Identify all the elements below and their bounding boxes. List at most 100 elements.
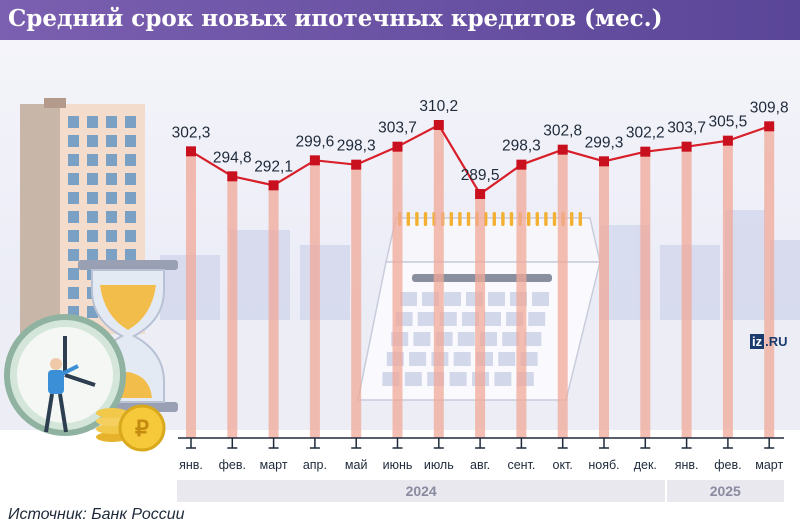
x-tick-label: нояб.	[588, 458, 619, 472]
data-point	[516, 159, 527, 170]
clock-icon	[4, 314, 126, 436]
calendar-ring	[570, 212, 574, 226]
building-window	[87, 173, 98, 185]
calendar-ring	[552, 212, 557, 226]
data-label: 302,2	[626, 125, 665, 142]
x-axis-tick-labels: янв. фев. март апр. май июнь июль авг. сент. окт.…	[179, 458, 783, 472]
building-window	[68, 192, 79, 204]
x-tick-label: март	[260, 458, 288, 472]
calendar-cell	[404, 372, 422, 386]
building-window	[68, 249, 79, 261]
value-column	[309, 160, 320, 439]
value-column	[475, 194, 486, 438]
building-window	[87, 135, 98, 147]
data-label: 302,8	[543, 123, 582, 140]
building-window	[68, 306, 79, 318]
calendar-ring	[492, 212, 496, 226]
data-point	[351, 159, 362, 170]
building-window	[125, 192, 136, 204]
calendar-cell	[439, 312, 457, 326]
x-axis-ticks	[186, 438, 775, 449]
data-point	[475, 189, 486, 199]
x-tick-label: март	[755, 458, 783, 472]
building-window	[125, 211, 136, 223]
building-window	[87, 192, 98, 204]
calendar-ring	[527, 212, 531, 226]
calendar-cell	[457, 332, 475, 346]
iz-ru-logo: iz .RU	[747, 332, 791, 352]
title-bar: Средний срок новых ипотечных кредитов (м…	[0, 0, 800, 40]
building-window	[125, 154, 136, 166]
data-point	[681, 141, 692, 152]
building-window	[87, 249, 98, 261]
calendar-cell	[494, 372, 512, 386]
data-label: 303,7	[667, 120, 706, 137]
calendar-ring	[578, 212, 582, 226]
calendar-ring	[544, 212, 548, 226]
building-window	[68, 116, 79, 128]
building-window	[106, 116, 117, 128]
x-tick-label: фев.	[219, 458, 246, 472]
series-markers	[186, 120, 775, 199]
calendar-cell	[502, 332, 520, 346]
building-window	[125, 116, 136, 128]
x-tick-label: июль	[424, 458, 454, 472]
x-tick-label: дек.	[634, 458, 657, 472]
data-label: 289,5	[461, 167, 500, 184]
x-tick-label: фев.	[714, 458, 741, 472]
data-point	[392, 141, 403, 152]
value-column	[227, 176, 238, 439]
building-window	[106, 249, 117, 261]
value-column	[268, 185, 279, 438]
value-column	[392, 146, 403, 438]
calendar-ring	[449, 212, 453, 226]
building-window	[87, 116, 98, 128]
building-window	[68, 287, 79, 299]
svg-text:₽: ₽	[135, 416, 149, 441]
calendar-cell	[453, 352, 471, 366]
value-column	[433, 125, 444, 438]
value-column	[351, 164, 362, 438]
calendar-cell	[484, 312, 501, 326]
data-label: 298,3	[337, 138, 376, 155]
data-point	[433, 120, 444, 130]
value-column	[186, 151, 196, 439]
value-column	[557, 149, 568, 438]
building-window	[106, 154, 117, 166]
value-column	[681, 146, 692, 438]
background-illustration: ₽	[0, 40, 800, 452]
calendar-ring	[423, 212, 428, 226]
source-note: Источник: Банк России	[8, 506, 185, 523]
calendar-cell	[417, 312, 435, 326]
building-window	[68, 173, 79, 185]
x-tick-label: май	[345, 458, 368, 472]
calendar-ring	[466, 212, 471, 226]
building-window	[68, 211, 79, 223]
year-row: 2024 2025	[0, 480, 800, 502]
building-window	[68, 154, 79, 166]
calendar-ring	[501, 212, 505, 226]
building-window	[68, 230, 79, 242]
building-window	[125, 249, 136, 261]
value-column	[640, 151, 651, 438]
x-tick-label: авг.	[470, 458, 490, 472]
calendar-cell	[449, 372, 467, 386]
calendar-cell	[444, 292, 461, 306]
data-label: 303,7	[378, 120, 417, 137]
building-window	[106, 135, 117, 147]
building-window	[87, 154, 98, 166]
data-label: 299,6	[296, 133, 335, 150]
calendar-cell	[461, 312, 479, 326]
building-window	[125, 230, 136, 242]
building-window	[125, 135, 136, 147]
data-point	[599, 156, 609, 167]
value-column	[764, 126, 775, 438]
person-icon	[44, 358, 79, 433]
building-window	[87, 230, 98, 242]
data-label: 294,8	[213, 149, 252, 166]
data-point	[309, 155, 320, 166]
x-tick-label: сент.	[507, 458, 535, 472]
building-window	[106, 230, 117, 242]
